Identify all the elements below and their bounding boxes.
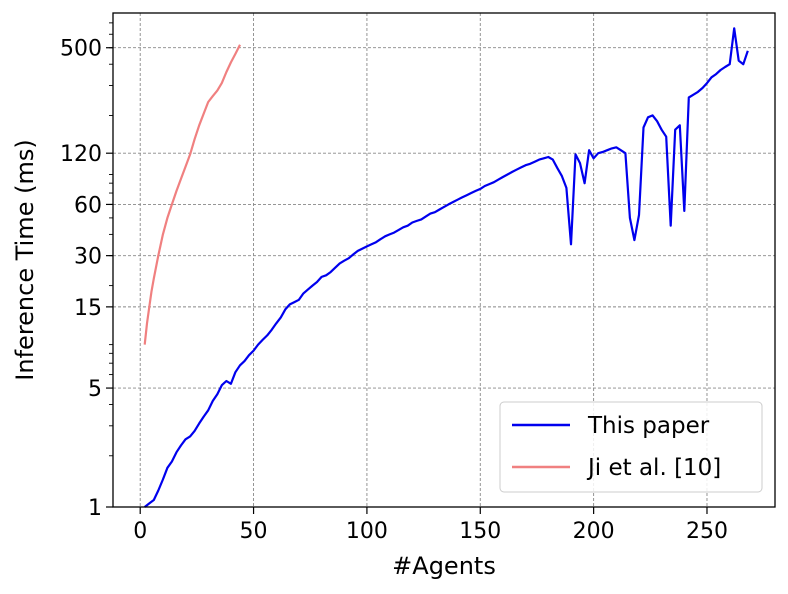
legend-label-ji-et-al: Ji et al. [10] bbox=[586, 455, 721, 481]
plot-area-frame bbox=[112, 12, 776, 508]
y-tick-label: 60 bbox=[74, 193, 102, 218]
x-tick-label: 250 bbox=[686, 519, 728, 544]
y-tick-label: 15 bbox=[74, 296, 102, 321]
x-tick-label: 200 bbox=[573, 519, 615, 544]
y-tick-label: 120 bbox=[60, 142, 102, 167]
grid bbox=[113, 13, 775, 508]
y-tick-label: 1 bbox=[88, 496, 102, 521]
x-tick-label: 150 bbox=[459, 519, 501, 544]
legend-label-this-paper: This paper bbox=[587, 413, 710, 439]
series-line-0 bbox=[144, 27, 749, 508]
x-tick-label: 100 bbox=[346, 519, 388, 544]
series-lines bbox=[143, 27, 749, 508]
x-axis-title: #Agents bbox=[392, 552, 496, 580]
y-axis-title: Inference Time (ms) bbox=[11, 139, 39, 380]
y-tick-label: 500 bbox=[60, 37, 102, 62]
series-line-1 bbox=[143, 44, 241, 345]
x-tick-label: 0 bbox=[133, 519, 147, 544]
y-tick-label: 30 bbox=[74, 245, 102, 270]
x-tick-label: 50 bbox=[240, 519, 268, 544]
y-tick-label: 5 bbox=[88, 377, 102, 402]
legend: This paper Ji et al. [10] bbox=[499, 401, 763, 493]
